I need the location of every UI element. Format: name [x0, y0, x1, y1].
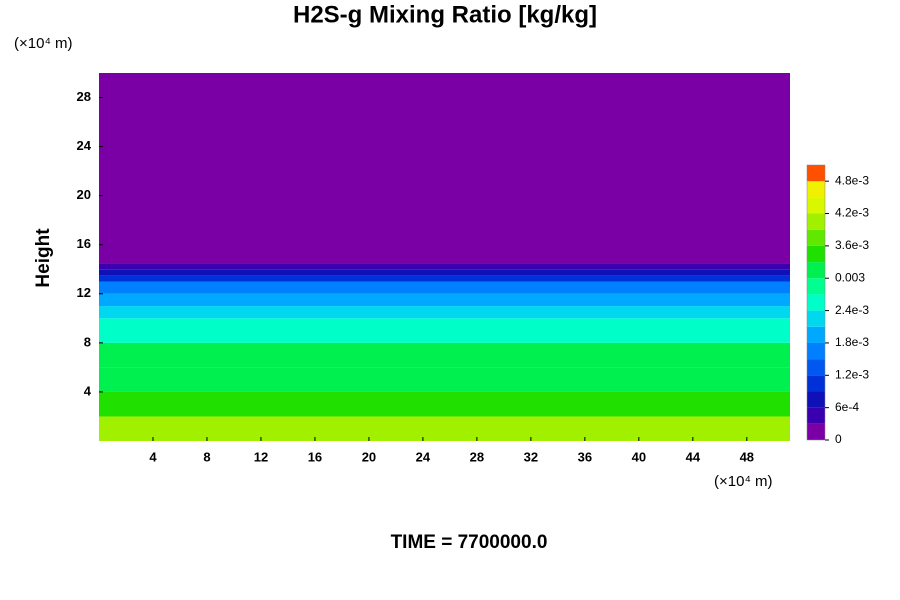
colorbar-tick-label: 4.2e-3	[835, 206, 869, 220]
colorbar-swatch	[807, 407, 825, 424]
x-tick-label: 8	[203, 449, 210, 464]
heat-band	[99, 263, 790, 270]
x-tick-label: 40	[632, 449, 646, 464]
x-tick-label: 44	[686, 449, 701, 464]
x-tick-label: 12	[254, 449, 268, 464]
colorbar-swatch	[807, 197, 825, 214]
colorbar-swatch	[807, 423, 825, 440]
y-unit: (×10⁴ m)	[14, 35, 73, 52]
colorbar-swatch	[807, 310, 825, 327]
colorbar-swatch	[807, 262, 825, 279]
colorbar-swatch	[807, 326, 825, 343]
heat-band	[99, 367, 790, 392]
y-tick-label: 20	[77, 187, 91, 202]
x-tick-label: 16	[308, 449, 322, 464]
chart-title: H2S-g Mixing Ratio [kg/kg]	[293, 1, 597, 28]
heat-band	[99, 73, 790, 264]
colorbar-swatch	[807, 181, 825, 198]
y-tick-label: 8	[84, 334, 91, 349]
y-tick-label: 12	[77, 285, 91, 300]
colorbar-tick-label: 2.4e-3	[835, 303, 869, 317]
x-tick-label: 36	[578, 449, 592, 464]
time-label: TIME = 7700000.0	[391, 532, 548, 553]
heat-band	[99, 416, 790, 441]
colorbar-tick-label: 6e-4	[835, 400, 859, 414]
y-tick-label: 16	[77, 236, 91, 251]
x-tick-label: 48	[740, 449, 754, 464]
colorbar-frame	[806, 164, 826, 441]
colorbar-swatch	[807, 294, 825, 311]
heat-band	[99, 306, 790, 319]
y-tick-label: 4	[84, 383, 92, 398]
heat-band	[99, 318, 790, 343]
y-axis-label: Height	[33, 228, 54, 288]
colorbar-swatch	[807, 213, 825, 230]
colorbar-tick-label: 1.2e-3	[835, 367, 869, 381]
colorbar-tick-label: 0	[835, 432, 842, 446]
x-tick-label: 4	[149, 449, 157, 464]
colorbar-swatch	[807, 342, 825, 360]
colorbar-swatch	[807, 229, 825, 246]
heat-band	[99, 391, 790, 417]
heat-band	[99, 342, 790, 368]
x-tick-label: 32	[524, 449, 538, 464]
colorbar-tick-label: 3.6e-3	[835, 238, 869, 252]
x-tick-label: 28	[470, 449, 484, 464]
colorbar-tick-label: 1.8e-3	[835, 335, 869, 349]
colorbar-tick-label: 0.003	[835, 270, 865, 284]
y-tick-label: 24	[77, 138, 92, 153]
heat-band	[99, 293, 790, 307]
heat-band	[99, 269, 790, 276]
colorbar-swatch	[807, 359, 825, 376]
colorbar-swatch	[807, 375, 825, 392]
x-unit: (×10⁴ m)	[714, 473, 773, 490]
x-tick-label: 24	[416, 449, 431, 464]
colorbar-swatch	[807, 391, 825, 408]
heat-band	[99, 281, 790, 294]
colorbar-swatch	[807, 278, 825, 295]
colorbar-swatch	[807, 245, 825, 263]
x-tick-label: 20	[362, 449, 376, 464]
y-tick-label: 28	[77, 89, 91, 104]
heat-band	[99, 275, 790, 282]
colorbar-tick-label: 4.8e-3	[835, 173, 869, 187]
colorbar-swatch	[807, 165, 825, 182]
